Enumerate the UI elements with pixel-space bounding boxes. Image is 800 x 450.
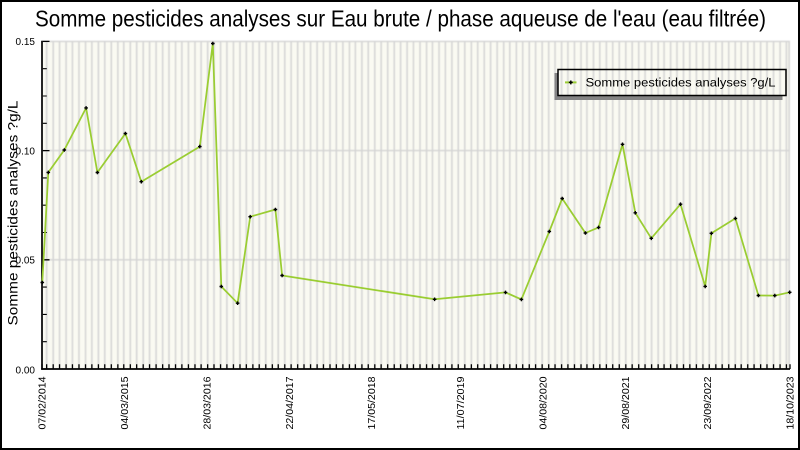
svg-text:18/10/2023: 18/10/2023 [786,376,797,429]
svg-text:04/03/2015: 04/03/2015 [120,376,131,429]
svg-text:0.10: 0.10 [16,146,36,157]
svg-text:0.05: 0.05 [16,256,36,267]
svg-text:0.00: 0.00 [16,365,36,376]
svg-text:0.15: 0.15 [16,37,36,48]
svg-text:04/08/2020: 04/08/2020 [538,376,549,429]
svg-text:29/08/2021: 29/08/2021 [621,376,632,429]
svg-text:17/05/2018: 17/05/2018 [367,376,378,429]
svg-text:23/09/2022: 23/09/2022 [703,376,714,429]
svg-text:Somme pesticides analyses ?g/L: Somme pesticides analyses ?g/L [586,76,776,90]
svg-text:Somme pesticides analyses sur: Somme pesticides analyses sur Eau brute … [35,6,766,32]
svg-text:28/03/2016: 28/03/2016 [202,376,213,429]
svg-text:Somme pesticides analyses ?g/L: Somme pesticides analyses ?g/L [5,100,21,325]
svg-text:22/04/2017: 22/04/2017 [285,376,296,429]
svg-text:11/07/2019: 11/07/2019 [456,376,467,429]
svg-text:07/02/2014: 07/02/2014 [38,376,49,429]
